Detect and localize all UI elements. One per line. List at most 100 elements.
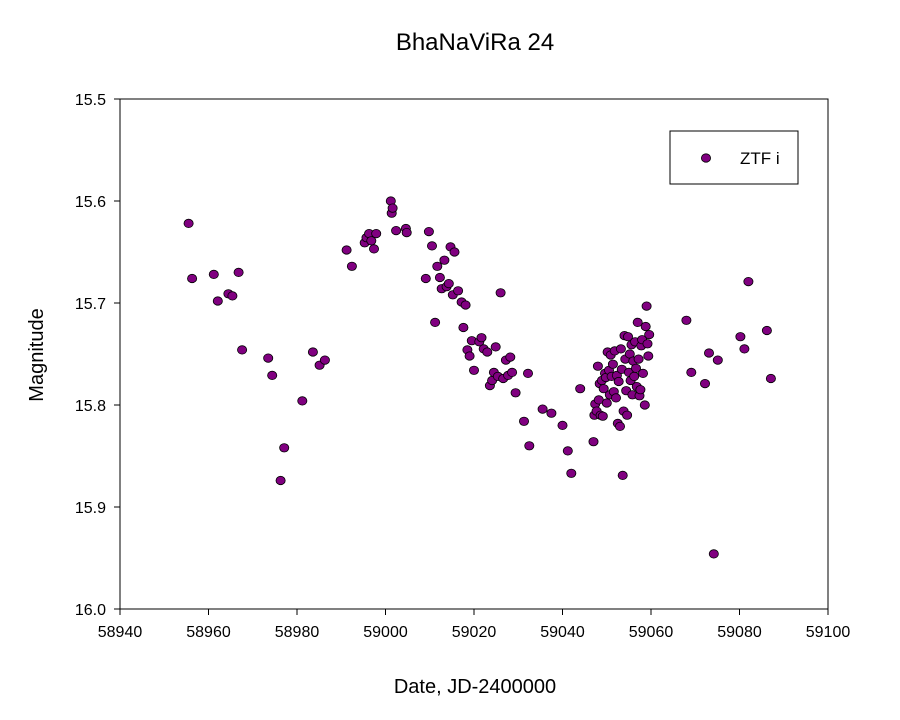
tick-labels: 58940 58960 58980 59000 59020 59040 59060 59080… — [75, 92, 850, 641]
data-point — [227, 291, 238, 301]
y-axis-label: Magnitude — [26, 308, 48, 401]
data-point — [611, 393, 622, 403]
data-point — [566, 468, 577, 478]
x-tick-label: 59100 — [806, 624, 851, 641]
y-tick-label: 15.8 — [75, 398, 106, 415]
data-point — [640, 321, 651, 332]
data-point — [510, 388, 521, 398]
data-point — [712, 355, 723, 365]
data-point — [267, 370, 278, 380]
data-point — [476, 333, 487, 343]
y-tick-label: 15.9 — [75, 500, 106, 517]
data-point — [601, 398, 612, 408]
data-point — [391, 226, 402, 236]
x-tick-label: 59080 — [717, 624, 762, 641]
data-point — [632, 317, 643, 327]
y-tick-label: 15.6 — [75, 194, 106, 211]
data-point — [704, 348, 715, 358]
data-point — [505, 352, 516, 362]
data-point — [575, 384, 586, 394]
data-point — [263, 353, 274, 363]
data-point — [765, 373, 776, 384]
data-point — [449, 247, 460, 257]
data-point — [708, 549, 719, 559]
data-point — [387, 203, 398, 213]
data-point — [426, 241, 437, 251]
data-point — [443, 278, 454, 289]
data-point — [557, 420, 568, 430]
data-point — [519, 416, 530, 426]
y-tick-label: 16.0 — [75, 602, 106, 619]
data-point — [366, 236, 377, 246]
legend: ZTF i — [669, 130, 799, 185]
data-point — [743, 276, 754, 287]
data-point — [439, 255, 450, 265]
data-point — [482, 347, 493, 357]
data-point — [592, 361, 603, 371]
x-axis-label: Date, JD-2400000 — [394, 676, 556, 698]
data-point — [622, 410, 633, 420]
data-point — [761, 325, 772, 336]
data-point — [430, 317, 441, 327]
y-tick-label: 15.7 — [75, 296, 106, 313]
data-point — [464, 351, 475, 361]
data-point — [297, 396, 308, 406]
x-tick-label: 59000 — [363, 624, 408, 641]
data-point — [458, 322, 469, 333]
data-point — [434, 272, 445, 283]
y-tick-label: 15.5 — [75, 92, 106, 109]
data-point — [279, 443, 290, 453]
data-point — [615, 421, 626, 431]
data-point — [597, 411, 608, 421]
data-point — [644, 329, 655, 340]
legend-label: ZTF i — [740, 149, 780, 168]
x-tick-label: 58980 — [275, 624, 320, 641]
data-point — [686, 367, 697, 377]
data-point — [631, 363, 642, 373]
data-point — [420, 273, 431, 284]
x-tick-label: 59060 — [629, 624, 674, 641]
data-point — [617, 470, 628, 480]
data-point — [275, 475, 286, 486]
data-point — [700, 378, 711, 389]
legend-box — [669, 130, 799, 185]
data-point — [643, 351, 654, 361]
data-point — [598, 384, 609, 394]
x-tick-label: 58940 — [98, 624, 143, 641]
legend-marker — [701, 153, 712, 163]
data-point — [537, 404, 548, 414]
data-point — [183, 218, 194, 228]
data-point — [739, 344, 750, 354]
data-point — [495, 288, 506, 298]
data-point — [615, 344, 626, 354]
data-point — [524, 441, 535, 451]
data-point — [208, 269, 219, 279]
data-point — [507, 367, 518, 377]
data-point — [735, 332, 746, 342]
x-tick-label: 58960 — [186, 624, 231, 641]
data-point — [460, 300, 471, 310]
data-point — [319, 355, 330, 365]
data-points — [183, 196, 776, 559]
data-point — [233, 267, 244, 277]
data-point — [341, 245, 352, 255]
data-point — [546, 408, 557, 418]
axes — [114, 98, 829, 615]
x-tick-label: 59040 — [540, 624, 585, 641]
chart-title: BhaNaViRa 24 — [396, 29, 554, 56]
data-point — [635, 385, 646, 395]
data-point — [346, 261, 357, 271]
data-point — [523, 368, 534, 378]
data-point — [641, 301, 652, 311]
data-point — [562, 446, 573, 456]
data-point — [468, 365, 479, 375]
data-point — [642, 339, 653, 349]
data-point — [613, 376, 624, 387]
data-point — [187, 273, 198, 284]
data-point — [639, 400, 650, 410]
data-point — [401, 228, 412, 238]
data-point — [371, 229, 382, 239]
data-point — [453, 286, 464, 296]
